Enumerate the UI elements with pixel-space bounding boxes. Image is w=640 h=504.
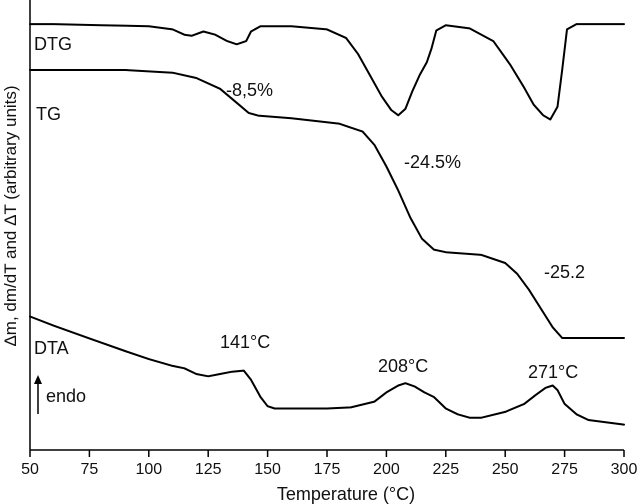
series-label-dtg: DTG bbox=[34, 34, 72, 54]
x-tick-label: 300 bbox=[611, 461, 638, 478]
annotation-mass-loss-2: -24.5% bbox=[404, 152, 461, 172]
series-label-dta: DTA bbox=[34, 338, 69, 358]
annotation-peak-3: 271°C bbox=[528, 362, 578, 382]
annotation-peak-1: 141°C bbox=[220, 332, 270, 352]
endo-arrow bbox=[34, 375, 42, 414]
plot-frame bbox=[29, 0, 624, 451]
x-tick-label: 125 bbox=[195, 461, 222, 478]
series-line-dtg bbox=[29, 23, 625, 121]
x-tick-label: 75 bbox=[81, 461, 99, 478]
curves-layer bbox=[29, 23, 625, 426]
series-label-tg: TG bbox=[36, 104, 61, 124]
x-tick-label: 250 bbox=[492, 461, 519, 478]
x-tick-label: 200 bbox=[373, 461, 400, 478]
series-line-dta bbox=[29, 315, 625, 426]
annotation-mass-loss-3: -25.2 bbox=[544, 262, 585, 282]
x-tick-label: 100 bbox=[135, 461, 162, 478]
y-axis-label: Δm, dm/dT and ΔT (arbitrary units) bbox=[1, 85, 20, 346]
series-line-tg bbox=[29, 69, 625, 339]
annotation-peak-2: 208°C bbox=[378, 356, 428, 376]
x-tick-label: 225 bbox=[432, 461, 459, 478]
x-axis-label: Temperature (°C) bbox=[277, 484, 415, 504]
x-tick-label: 175 bbox=[314, 461, 341, 478]
x-tick-label: 50 bbox=[21, 461, 39, 478]
x-tick-label: 150 bbox=[254, 461, 281, 478]
endo-label: endo bbox=[46, 386, 86, 406]
x-tick-label: 275 bbox=[551, 461, 578, 478]
x-axis-ticks: 50 75 100 125 150 175 200 225 250 275 300 bbox=[21, 450, 637, 478]
annotation-mass-loss-1: -8,5% bbox=[226, 80, 273, 100]
